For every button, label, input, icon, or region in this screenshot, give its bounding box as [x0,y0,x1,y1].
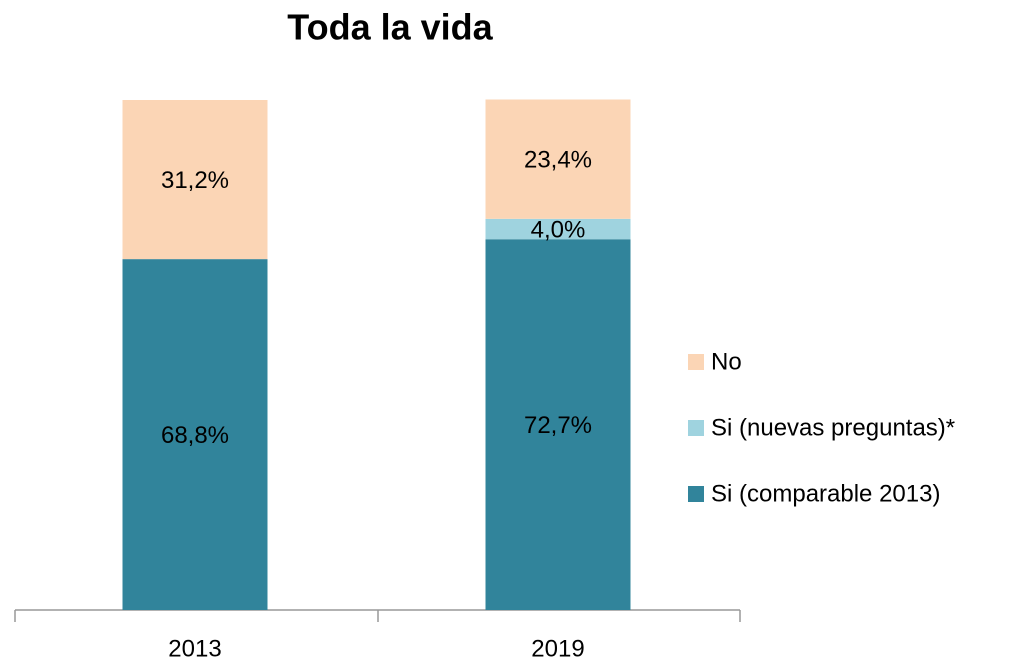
data-label: 4,0% [531,216,586,243]
legend-label: Si (nuevas preguntas)* [711,414,955,441]
data-label: 68,8% [161,422,229,449]
legend-swatch [688,486,704,502]
data-label: 72,7% [524,412,592,439]
x-tick-label: 2013 [168,635,221,662]
legend-label: Si (comparable 2013) [711,480,940,507]
legend-swatch [688,420,704,436]
legend-swatch [688,354,704,370]
data-label: 23,4% [524,147,592,174]
bar-segment [485,218,631,240]
bar-segment [122,100,268,260]
bar-segment [122,259,268,610]
x-tick-label: 2019 [531,635,584,662]
chart-title: Toda la vida [287,7,493,48]
legend-label: No [711,348,742,375]
data-label: 31,2% [161,167,229,194]
x-axis [14,609,741,622]
bar-segment [485,239,631,611]
bar-segment [485,99,631,219]
